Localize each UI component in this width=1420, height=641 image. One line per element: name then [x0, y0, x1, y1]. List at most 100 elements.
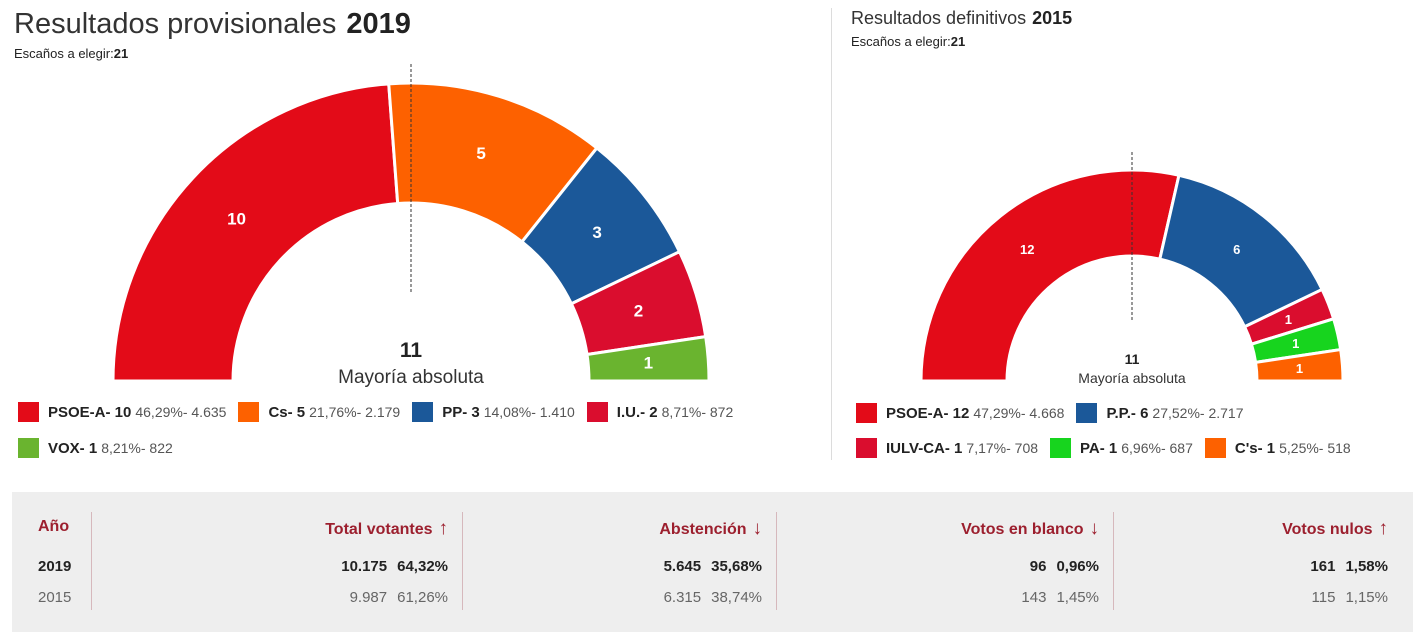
header-label: Votos nulos: [1282, 521, 1373, 538]
year-column: Año 2019 2015: [12, 512, 92, 610]
legend-percent-votes: 7,17%- 708: [966, 440, 1039, 456]
percent: 64,32%: [397, 558, 448, 575]
legend-item: IULV-CA- 1 7,17%- 708: [856, 438, 1038, 458]
value: 9.987: [349, 589, 388, 606]
seat-count-label: 1: [1296, 361, 1303, 376]
percent: 1,58%: [1345, 558, 1388, 575]
abstention-current: 5.645 35,68%: [664, 558, 762, 575]
seat-count-label: 12: [1020, 242, 1034, 257]
results-2015-panel: Resultados definitivos 2015 Escaños a ele…: [836, 0, 1420, 470]
hemicycle-segment-psoe-a[interactable]: [919, 168, 1181, 383]
title-text: Resultados definitivos: [851, 8, 1027, 28]
percent: 38,74%: [711, 589, 762, 606]
legend-item: PP- 3 14,08%- 1.410: [412, 402, 575, 422]
blank-votes-previous: 143 1,45%: [1021, 589, 1099, 606]
legend-item: PSOE-A- 10 46,29%- 4.635: [18, 402, 226, 422]
majority-label: Mayoría absoluta: [338, 367, 484, 388]
header-label: Abstención: [659, 521, 747, 538]
results-2019-panel: Resultados provisionales 2019 Escaños a e…: [0, 0, 830, 470]
total-voters-previous: 9.987 61,26%: [350, 589, 448, 606]
legend-party-seats: VOX- 1: [48, 439, 98, 457]
legend-party-seats: P.P.- 6: [1106, 404, 1149, 422]
value: 6.315: [663, 589, 702, 606]
value: 161: [1310, 558, 1336, 575]
arrow-up-icon: ↑: [1378, 518, 1389, 539]
title-year: 2015: [1032, 8, 1073, 28]
legend-party-seats: Cs- 5: [268, 403, 306, 421]
legend-percent-votes: 8,71%- 872: [661, 404, 734, 420]
legend-swatch: [1076, 403, 1098, 423]
value: 5.645: [663, 558, 702, 575]
percent: 0,96%: [1056, 558, 1099, 575]
total-voters-header: Total votantes ↑: [325, 518, 448, 540]
seats-to-elect-2019: Escaños a elegir:21: [14, 46, 128, 61]
legend-party-seats: PP- 3: [442, 403, 480, 421]
chart-title-2015: Resultados definitivos 2015: [851, 8, 1072, 29]
legend-swatch: [1204, 438, 1226, 458]
value: 115: [1311, 589, 1336, 606]
value: 143: [1021, 589, 1047, 606]
seats-label: Escaños a elegir:: [14, 46, 114, 61]
legend-party-seats: PSOE-A- 12: [886, 404, 970, 422]
null-votes-column: Votos nulos ↑ 161 1,58% 115 1,15%: [1113, 512, 1402, 610]
percent: 1,15%: [1345, 589, 1388, 606]
legend-item: C's- 1 5,25%- 518: [1204, 438, 1351, 458]
legend-2015: PSOE-A- 12 47,29%- 4.668 P.P.- 6 27,52%- 2.…: [856, 403, 1416, 458]
header-label: Votos en blanco: [961, 521, 1084, 538]
panel-divider: [831, 8, 832, 460]
abstention-previous: 6.315 38,74%: [664, 589, 762, 606]
legend-swatch: [586, 402, 608, 422]
legend-percent-votes: 27,52%- 2.717: [1152, 405, 1244, 421]
legend-swatch: [1050, 438, 1072, 458]
legend-2019: PSOE-A- 10 46,29%- 4.635 Cs- 5 21,76%- 2.17…: [18, 402, 818, 458]
legend-item: P.P.- 6 27,52%- 2.717: [1076, 403, 1244, 423]
abstention-column: Abstención ↓ 5.645 35,68% 6.315 38,74%: [462, 512, 776, 610]
abstention-header: Abstención ↓: [659, 518, 762, 540]
legend-percent-votes: 46,29%- 4.635: [135, 404, 227, 420]
legend-swatch: [18, 402, 39, 422]
total-voters-column: Total votantes ↑ 10.175 64,32% 9.987 61,26%: [91, 512, 462, 610]
hemicycle-segment-c-s[interactable]: [1253, 347, 1345, 383]
legend-swatch: [238, 402, 260, 422]
blank-votes-column: Votos en blanco ↓ 96 0,96% 143 1,45%: [776, 512, 1113, 610]
value: 96: [1029, 558, 1047, 575]
legend-swatch: [18, 438, 39, 458]
null-votes-header: Votos nulos ↑: [1282, 518, 1388, 540]
arrow-up-icon: ↑: [438, 518, 449, 539]
legend-swatch: [856, 403, 877, 423]
legend-party-seats: I.U.- 2: [616, 403, 658, 421]
legend-percent-votes: 8,21%- 822: [101, 440, 173, 456]
arrow-down-icon: ↓: [1089, 518, 1100, 539]
chart-title-2019: Resultados provisionales 2019: [14, 8, 411, 41]
seat-count-label: 6: [1233, 242, 1240, 257]
percent: 1,45%: [1056, 589, 1099, 606]
percent: 35,68%: [711, 558, 762, 575]
seat-count-label: 3: [592, 223, 601, 242]
year-current: 2019: [38, 558, 72, 575]
participation-table: Año 2019 2015 Total votantes ↑ 10.175 64,3…: [12, 492, 1413, 632]
legend-percent-votes: 5,25%- 518: [1279, 440, 1351, 456]
legend-party-seats: PA- 1: [1080, 439, 1118, 457]
legend-percent-votes: 6,96%- 687: [1121, 440, 1193, 456]
arrow-down-icon: ↓: [752, 518, 763, 539]
seats-total: 21: [113, 46, 129, 61]
seat-count-label: 10: [227, 210, 246, 229]
total-voters-current: 10.175 64,32%: [341, 558, 448, 575]
hemicycle-segment-psoe-a[interactable]: [111, 82, 400, 383]
value: 10.175: [341, 558, 388, 575]
title-text: Resultados provisionales: [14, 8, 337, 40]
majority-value: 11: [1125, 351, 1140, 367]
legend-percent-votes: 21,76%- 2.179: [309, 404, 401, 420]
year-header: Año: [38, 518, 70, 535]
legend-item: PSOE-A- 12 47,29%- 4.668: [856, 403, 1064, 423]
legend-item: VOX- 1 8,21%- 822: [18, 438, 173, 458]
seats-total: 21: [950, 34, 966, 49]
seats-label: Escaños a elegir:: [851, 34, 951, 49]
null-votes-previous: 115 1,15%: [1312, 589, 1388, 606]
legend-item: I.U.- 2 8,71%- 872: [586, 402, 734, 422]
header-label: Total votantes: [325, 521, 433, 538]
legend-item: Cs- 5 21,76%- 2.179: [238, 402, 400, 422]
seats-to-elect-2015: Escaños a elegir:21: [851, 34, 965, 49]
hemicycle-segment-vox[interactable]: [585, 334, 711, 383]
